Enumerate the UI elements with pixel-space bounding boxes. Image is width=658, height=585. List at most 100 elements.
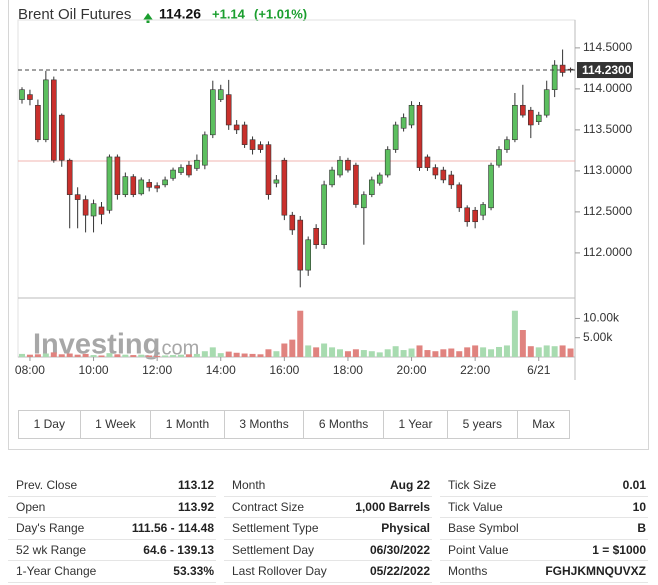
volume-bar bbox=[511, 310, 518, 357]
candle-body bbox=[114, 156, 121, 195]
candle-body bbox=[106, 156, 113, 211]
volume-bar bbox=[185, 354, 192, 357]
volume-bar bbox=[265, 349, 272, 357]
field-value: 1 = $1000 bbox=[592, 542, 646, 557]
candle-body bbox=[400, 117, 407, 129]
range-button[interactable]: 1 Year bbox=[384, 411, 449, 438]
range-button[interactable]: 1 Month bbox=[151, 411, 225, 438]
candle-body bbox=[281, 159, 288, 216]
candle-body bbox=[321, 184, 327, 245]
volume-bar bbox=[217, 353, 224, 357]
candle-body bbox=[194, 159, 200, 169]
table-row: Open 113.92 bbox=[8, 497, 216, 519]
candle-body bbox=[170, 169, 176, 179]
candle-body bbox=[27, 94, 33, 100]
candle-body bbox=[376, 174, 383, 184]
range-button[interactable]: 6 Months bbox=[304, 411, 384, 438]
field-label: 1-Year Change bbox=[16, 564, 97, 579]
table-row: Contract Size 1,000 Barrels bbox=[224, 497, 432, 519]
field-value: 0.01 bbox=[622, 478, 646, 492]
range-button[interactable]: 3 Months bbox=[225, 411, 305, 438]
candle-body bbox=[424, 156, 431, 168]
candle-body bbox=[353, 164, 359, 205]
table-row: Settlement Day 06/30/2022 bbox=[224, 540, 432, 562]
candle-body bbox=[512, 104, 518, 141]
volume-bar bbox=[34, 354, 41, 357]
volume-bar bbox=[201, 351, 208, 357]
candle-body bbox=[225, 94, 232, 126]
candle-body bbox=[535, 114, 542, 122]
candle-body bbox=[480, 204, 486, 216]
volume-bar bbox=[233, 352, 240, 357]
volume-bar bbox=[281, 343, 288, 357]
field-value: 10 bbox=[632, 499, 646, 514]
candle-body bbox=[241, 124, 248, 145]
volume-bar bbox=[297, 310, 304, 357]
table-row: Tick Value 10 bbox=[440, 497, 648, 519]
field-value: 05/22/2022 bbox=[369, 564, 430, 579]
x-tick-label: 16:00 bbox=[269, 363, 299, 377]
table-column: Prev. Close 113.12 Open 113.92 Day's Range 11… bbox=[8, 475, 216, 583]
range-button[interactable]: 1 Day bbox=[19, 411, 81, 438]
volume-bar bbox=[384, 349, 391, 357]
volume-bar bbox=[503, 345, 510, 357]
contract-table: Prev. Close 113.12 Open 113.92 Day's Range 11… bbox=[8, 475, 648, 583]
change-pct: (+1.01%) bbox=[254, 6, 307, 21]
volume-bar bbox=[257, 354, 264, 357]
table-row: Prev. Close 113.12 bbox=[8, 475, 216, 497]
volume-tick-label: 10.00k bbox=[583, 311, 620, 325]
candle-body bbox=[345, 159, 351, 171]
field-label: Month bbox=[232, 478, 266, 492]
range-button[interactable]: 1 Week bbox=[81, 411, 152, 438]
field-label: Settlement Day bbox=[232, 542, 315, 557]
candle-body bbox=[504, 139, 510, 150]
volume-bar bbox=[82, 353, 89, 357]
candle-body bbox=[496, 149, 502, 166]
table-row: 1-Year Change 53.33% bbox=[8, 561, 216, 583]
field-label: Tick Value bbox=[448, 499, 503, 514]
field-label: Day's Range bbox=[16, 521, 85, 536]
table-row: Base Symbol B bbox=[440, 518, 648, 540]
volume-bar bbox=[209, 347, 216, 357]
candle-body bbox=[265, 144, 272, 195]
chart-frame bbox=[8, 0, 649, 450]
candle-body bbox=[392, 124, 399, 150]
volume-bar bbox=[527, 346, 534, 357]
volume-bar bbox=[305, 345, 312, 357]
table-column: Month Aug 22 Contract Size 1,000 Barrels Set… bbox=[224, 475, 432, 583]
volume-bar bbox=[90, 355, 97, 357]
volume-bar bbox=[273, 351, 280, 357]
price: 114.26 bbox=[159, 6, 201, 22]
candle-body bbox=[90, 203, 97, 217]
candle-body bbox=[146, 182, 152, 188]
range-button[interactable]: 5 years bbox=[448, 411, 518, 438]
x-tick-label: 18:00 bbox=[333, 363, 363, 377]
candle-body bbox=[233, 124, 240, 131]
volume-bar bbox=[400, 350, 407, 357]
volume-bar bbox=[408, 348, 415, 357]
table-row: Months FGHJKMNQUVXZ bbox=[440, 561, 648, 583]
x-tick-label: 6/21 bbox=[527, 363, 551, 377]
table-row: Day's Range 111.56 - 114.48 bbox=[8, 518, 216, 540]
candle-body bbox=[50, 79, 57, 161]
field-label: Settlement Type bbox=[232, 521, 319, 536]
range-button[interactable]: Max bbox=[532, 417, 555, 431]
candle-body bbox=[384, 149, 391, 176]
volume-bar bbox=[106, 353, 113, 357]
watermark: .com bbox=[156, 337, 199, 359]
candle-body bbox=[217, 89, 224, 100]
x-tick-label: 14:00 bbox=[206, 363, 236, 377]
field-label: Months bbox=[448, 564, 488, 579]
field-value: Aug 22 bbox=[389, 478, 430, 492]
volume-bar bbox=[519, 330, 526, 357]
candle-body bbox=[74, 194, 81, 200]
volume-tick-label: 5.00k bbox=[583, 330, 613, 344]
volume-bar bbox=[392, 346, 399, 357]
candle-body bbox=[520, 104, 526, 116]
volume-bar bbox=[225, 351, 232, 357]
candle-body bbox=[440, 169, 447, 181]
volume-bar bbox=[114, 354, 121, 357]
volume-bar bbox=[488, 349, 495, 357]
candle-body bbox=[257, 144, 264, 150]
candle-body bbox=[416, 104, 423, 168]
